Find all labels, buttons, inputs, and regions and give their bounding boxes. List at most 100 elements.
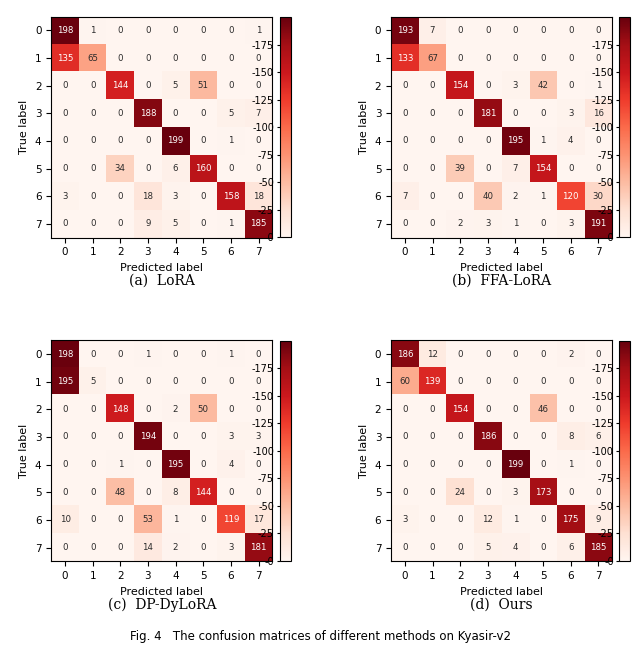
Text: 16: 16 xyxy=(593,109,604,118)
Text: 60: 60 xyxy=(399,377,410,386)
Text: 0: 0 xyxy=(62,164,68,173)
Text: 0: 0 xyxy=(430,432,435,441)
Text: 0: 0 xyxy=(200,515,206,524)
Text: 0: 0 xyxy=(568,405,573,414)
Text: 18: 18 xyxy=(253,192,264,200)
Text: 139: 139 xyxy=(424,377,441,386)
Text: 48: 48 xyxy=(115,488,126,497)
Text: 2: 2 xyxy=(568,349,573,358)
Text: 7: 7 xyxy=(256,109,261,118)
Y-axis label: True label: True label xyxy=(19,100,29,154)
Text: 0: 0 xyxy=(430,515,435,524)
Text: 0: 0 xyxy=(485,377,491,386)
X-axis label: Predicted label: Predicted label xyxy=(120,263,204,273)
Text: 65: 65 xyxy=(87,54,98,63)
Text: 3: 3 xyxy=(402,515,408,524)
Text: 0: 0 xyxy=(430,136,435,146)
Text: 0: 0 xyxy=(200,109,206,118)
Text: (b)  FFA-LoRA: (b) FFA-LoRA xyxy=(452,274,551,287)
Text: 0: 0 xyxy=(173,54,179,63)
Text: 144: 144 xyxy=(195,488,211,497)
Text: 195: 195 xyxy=(57,377,73,386)
Text: 0: 0 xyxy=(90,543,95,552)
Text: 0: 0 xyxy=(62,488,68,497)
Text: 1: 1 xyxy=(540,192,546,200)
Text: 198: 198 xyxy=(57,26,73,35)
Text: 0: 0 xyxy=(228,81,234,90)
Text: 0: 0 xyxy=(402,81,408,90)
Text: 0: 0 xyxy=(256,54,261,63)
Text: 0: 0 xyxy=(90,81,95,90)
Text: 0: 0 xyxy=(458,54,463,63)
Text: 0: 0 xyxy=(62,136,68,146)
Text: 3: 3 xyxy=(228,543,234,552)
Text: 5: 5 xyxy=(173,219,179,229)
Text: 1: 1 xyxy=(173,515,179,524)
Text: 0: 0 xyxy=(228,54,234,63)
Text: 0: 0 xyxy=(540,515,546,524)
Text: 0: 0 xyxy=(200,219,206,229)
X-axis label: Predicted label: Predicted label xyxy=(460,586,543,597)
Text: 7: 7 xyxy=(402,192,408,200)
Text: 0: 0 xyxy=(118,54,123,63)
Text: 0: 0 xyxy=(458,109,463,118)
Text: 0: 0 xyxy=(568,377,573,386)
Text: 0: 0 xyxy=(118,109,123,118)
Text: 0: 0 xyxy=(256,164,261,173)
Text: 0: 0 xyxy=(62,432,68,441)
Text: 0: 0 xyxy=(402,164,408,173)
Text: 0: 0 xyxy=(256,460,261,469)
Text: 0: 0 xyxy=(513,377,518,386)
Text: 0: 0 xyxy=(200,136,206,146)
Text: 0: 0 xyxy=(145,81,150,90)
Text: 2: 2 xyxy=(513,192,518,200)
Text: 5: 5 xyxy=(173,81,179,90)
Text: 0: 0 xyxy=(513,432,518,441)
Text: 0: 0 xyxy=(402,488,408,497)
Text: 195: 195 xyxy=(508,136,524,146)
Text: 0: 0 xyxy=(596,136,601,146)
Text: 0: 0 xyxy=(430,405,435,414)
Text: 119: 119 xyxy=(223,515,239,524)
Text: 198: 198 xyxy=(57,349,73,358)
Text: 0: 0 xyxy=(228,377,234,386)
Text: 3: 3 xyxy=(62,192,68,200)
Text: 0: 0 xyxy=(90,192,95,200)
Text: 0: 0 xyxy=(596,164,601,173)
Text: (c)  DP-DyLoRA: (c) DP-DyLoRA xyxy=(108,597,216,612)
Text: 0: 0 xyxy=(430,192,435,200)
Text: 144: 144 xyxy=(112,81,129,90)
Text: 2: 2 xyxy=(458,219,463,229)
Text: 0: 0 xyxy=(118,219,123,229)
Text: 53: 53 xyxy=(143,515,154,524)
Text: 0: 0 xyxy=(200,432,206,441)
Text: 175: 175 xyxy=(563,515,579,524)
Text: 1: 1 xyxy=(90,26,95,35)
Text: 0: 0 xyxy=(145,405,150,414)
Text: 173: 173 xyxy=(535,488,551,497)
Text: 193: 193 xyxy=(397,26,413,35)
Text: 1: 1 xyxy=(145,349,150,358)
Text: 0: 0 xyxy=(485,136,491,146)
Y-axis label: True label: True label xyxy=(359,424,369,478)
Text: 0: 0 xyxy=(430,488,435,497)
Text: 0: 0 xyxy=(228,26,234,35)
Text: 148: 148 xyxy=(112,405,129,414)
Text: 186: 186 xyxy=(397,349,413,358)
Text: 9: 9 xyxy=(596,515,601,524)
Text: 0: 0 xyxy=(540,432,546,441)
Text: 0: 0 xyxy=(402,432,408,441)
Text: 0: 0 xyxy=(596,349,601,358)
Text: 0: 0 xyxy=(200,192,206,200)
Text: 185: 185 xyxy=(250,219,267,229)
Text: 0: 0 xyxy=(173,349,179,358)
Text: 0: 0 xyxy=(62,109,68,118)
Text: 7: 7 xyxy=(513,164,518,173)
X-axis label: Predicted label: Predicted label xyxy=(460,263,543,273)
Text: 3: 3 xyxy=(485,219,491,229)
Y-axis label: True label: True label xyxy=(359,100,369,154)
Text: 0: 0 xyxy=(256,377,261,386)
Text: 24: 24 xyxy=(454,488,466,497)
Text: 0: 0 xyxy=(62,543,68,552)
Text: 0: 0 xyxy=(228,405,234,414)
